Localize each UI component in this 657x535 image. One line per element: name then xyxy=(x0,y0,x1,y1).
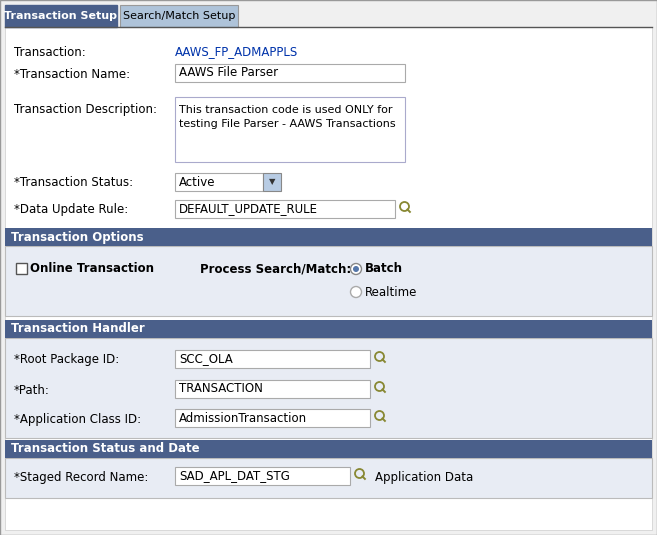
Bar xyxy=(175,200,395,218)
Bar xyxy=(263,173,281,191)
Text: DEFAULT_UPDATE_RULE: DEFAULT_UPDATE_RULE xyxy=(179,203,318,216)
Circle shape xyxy=(350,264,361,274)
Bar xyxy=(175,350,370,368)
Text: Process Search/Match:: Process Search/Match: xyxy=(200,263,351,276)
Text: AAWS File Parser: AAWS File Parser xyxy=(179,66,278,80)
Text: Realtime: Realtime xyxy=(365,286,417,299)
Text: AAWS_FP_ADMAPPLS: AAWS_FP_ADMAPPLS xyxy=(175,45,298,58)
Bar xyxy=(175,380,370,398)
Text: SAD_APL_DAT_STG: SAD_APL_DAT_STG xyxy=(179,470,290,483)
Text: AdmissionTransaction: AdmissionTransaction xyxy=(179,411,307,424)
Text: ▼: ▼ xyxy=(269,178,275,187)
Text: *Data Update Rule:: *Data Update Rule: xyxy=(14,203,128,217)
Bar xyxy=(5,246,652,316)
Bar xyxy=(5,440,652,458)
Circle shape xyxy=(350,287,361,297)
Text: *Root Package ID:: *Root Package ID: xyxy=(14,354,120,366)
Bar xyxy=(5,5,117,27)
Text: Application Data: Application Data xyxy=(375,470,473,484)
Bar xyxy=(16,263,27,274)
Text: SCC_OLA: SCC_OLA xyxy=(179,353,233,365)
Text: Batch: Batch xyxy=(365,263,403,276)
Text: testing File Parser - AAWS Transactions: testing File Parser - AAWS Transactions xyxy=(179,119,396,129)
Text: *Transaction Status:: *Transaction Status: xyxy=(14,177,133,189)
Text: Search/Match Setup: Search/Match Setup xyxy=(123,11,235,21)
Bar xyxy=(5,228,652,246)
Bar xyxy=(175,97,405,162)
Bar xyxy=(5,320,652,338)
Text: Active: Active xyxy=(179,175,215,188)
Circle shape xyxy=(353,266,359,272)
Bar xyxy=(175,409,370,427)
Bar xyxy=(120,5,238,27)
Text: Transaction Status and Date: Transaction Status and Date xyxy=(11,442,200,455)
Text: *Path:: *Path: xyxy=(14,384,50,396)
Bar xyxy=(5,338,652,438)
Bar xyxy=(175,64,405,82)
Text: Transaction Setup: Transaction Setup xyxy=(5,11,118,21)
Text: *Transaction Name:: *Transaction Name: xyxy=(14,67,130,80)
Text: Transaction Options: Transaction Options xyxy=(11,231,144,243)
Text: Transaction Handler: Transaction Handler xyxy=(11,323,145,335)
Text: Online Transaction: Online Transaction xyxy=(30,263,154,276)
Text: TRANSACTION: TRANSACTION xyxy=(179,383,263,395)
Text: This transaction code is used ONLY for: This transaction code is used ONLY for xyxy=(179,105,392,115)
Text: *Application Class ID:: *Application Class ID: xyxy=(14,412,141,425)
Bar xyxy=(5,458,652,498)
Text: *Staged Record Name:: *Staged Record Name: xyxy=(14,470,148,484)
Bar xyxy=(175,173,263,191)
Text: Transaction Description:: Transaction Description: xyxy=(14,103,157,117)
Text: Transaction:: Transaction: xyxy=(14,45,86,58)
Bar xyxy=(175,467,350,485)
